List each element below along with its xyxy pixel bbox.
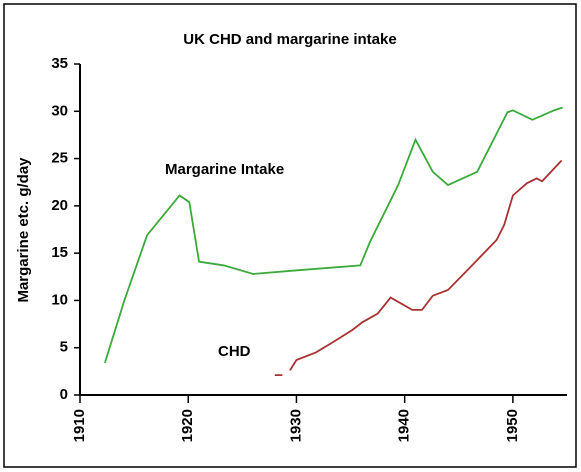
frame	[3, 3, 577, 468]
x-tick-label: 1950	[504, 409, 521, 442]
series-line	[104, 106, 563, 364]
y-axis-label: Margarine etc. g/day	[15, 157, 32, 303]
x-tick-label: 1930	[287, 409, 304, 442]
y-tick-label: 25	[51, 150, 68, 167]
y-tick-label: 20	[51, 197, 68, 214]
y-tick-label: 30	[51, 102, 68, 119]
x-tick-label: 1940	[396, 409, 413, 442]
y-tick-label: 35	[51, 55, 68, 72]
annotation: Margarine Intake	[165, 161, 284, 178]
x-tick-label: 1910	[71, 409, 88, 442]
y-tick-label: 0	[60, 386, 68, 403]
x-tick-label: 1920	[179, 409, 196, 442]
y-tick-label: 5	[60, 339, 68, 356]
y-tick-label: 10	[51, 291, 68, 308]
y-tick-label: 15	[51, 244, 68, 261]
series-line	[274, 159, 563, 377]
annotation: CHD	[218, 343, 251, 360]
chart-title: UK CHD and margarine intake	[183, 31, 396, 48]
